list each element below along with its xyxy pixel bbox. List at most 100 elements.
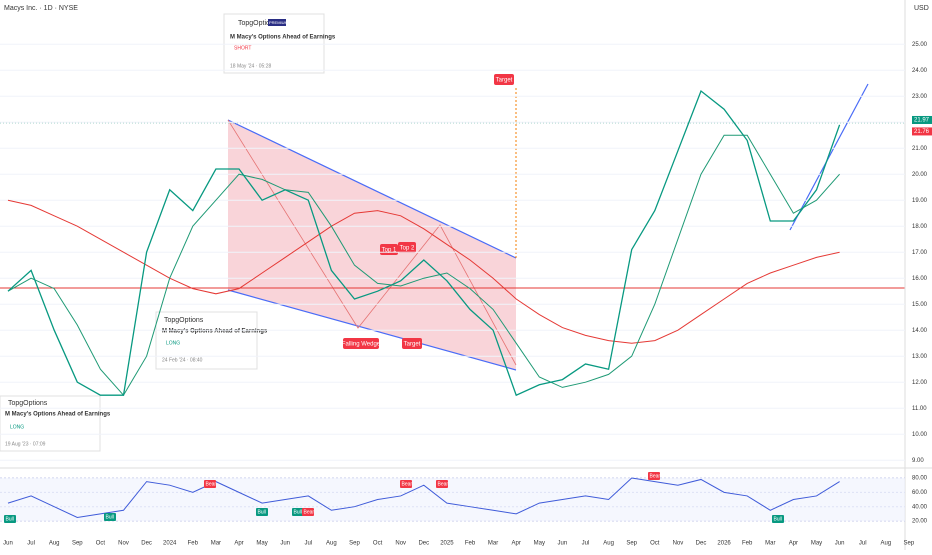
rsi-tag: [400, 480, 412, 488]
idea-card[interactable]: TopgOptions M Macy's Options Ahead of Ea…: [155, 311, 268, 370]
target-text: Target: [496, 78, 513, 84]
y-tick-label: 15.00: [912, 302, 928, 308]
rsi-tag: [104, 513, 116, 521]
target-tag: [494, 74, 514, 85]
card-direction: LONG: [10, 424, 24, 430]
rsi-tag: [436, 480, 448, 488]
rsi-tag-text: Bull: [294, 509, 302, 515]
y-tick-label: 16.00: [912, 276, 928, 282]
card-author: TopgOptions: [8, 400, 48, 407]
y-tick-label: 18.00: [912, 224, 928, 230]
card-title: M Macy's Options Ahead of Earnings: [230, 35, 336, 41]
y-tick-label: 9.00: [912, 458, 924, 464]
x-tick-label: Dec: [418, 541, 429, 547]
x-tick-label: Jun: [835, 541, 845, 547]
x-tick-label: Jun: [558, 541, 568, 547]
rsi-tag-text: Bull: [774, 516, 782, 522]
x-tick-label: Dec: [696, 541, 707, 547]
wedge-top: [227, 119, 517, 259]
y-tick-label: 24.00: [912, 68, 928, 74]
idea-card[interactable]: TopgOptions PREMIUM M Macy's Options Ahe…: [223, 13, 336, 74]
target-text: Target: [404, 342, 421, 348]
y-tick-label: 40.00: [912, 504, 928, 510]
rsi-tag: [4, 515, 16, 523]
rsi-tag: [772, 515, 784, 523]
series-line: [7, 199, 840, 344]
x-tick-label: Jul: [27, 541, 35, 547]
y-tick-label: 17.00: [912, 250, 928, 256]
rsi-tag: [302, 508, 314, 516]
y-tick-label: 21.00: [912, 146, 928, 152]
rsi-tag: [204, 480, 216, 488]
idea-card[interactable]: TopgOptions M Macy's Options Ahead of Ea…: [0, 395, 111, 452]
x-tick-label: Nov: [395, 541, 406, 547]
rsi-tag-text: Bear: [650, 473, 661, 479]
rsi-band: [0, 478, 905, 522]
x-tick-label: Aug: [603, 541, 614, 547]
y-tick-label: 10.00: [912, 432, 928, 438]
rsi-tag: [292, 508, 304, 516]
price-label: 21.76: [914, 129, 930, 135]
x-tick-label: Jul: [304, 541, 312, 547]
card-author: TopgOptions: [238, 20, 278, 27]
x-tick-label: Mar: [488, 541, 498, 547]
price-tag: [912, 127, 932, 136]
target-tag: [402, 338, 422, 349]
card-box: [0, 395, 101, 452]
y-tick-label: 23.00: [912, 94, 928, 100]
card-date: 18 May '24 · 05:28: [230, 63, 271, 69]
x-tick-label: Sep: [349, 541, 360, 547]
rsi-tag-text: Bull: [106, 514, 114, 520]
card-direction: SHORT: [234, 45, 251, 51]
card-title: M Macy's Options Ahead of Earnings: [162, 329, 268, 335]
card-date: 24 Feb '24 · 08:40: [162, 357, 203, 363]
card-author: TopgOptions: [164, 317, 204, 324]
x-tick-label: Oct: [96, 541, 106, 547]
series-line: [7, 477, 840, 518]
card-title: M Macy's Options Ahead of Earnings: [5, 412, 111, 418]
x-tick-label: Jun: [3, 541, 13, 547]
x-tick-label: 2025: [440, 541, 454, 547]
x-tick-label: Jul: [859, 541, 867, 547]
x-tick-label: Aug: [326, 541, 337, 547]
rsi-tag-text: Bear: [438, 481, 449, 487]
symbol: Macys Inc. · 1D · NYSE: [4, 5, 78, 12]
rsi-tag-text: Bull: [258, 509, 266, 515]
y-tick-label: 60.00: [912, 490, 928, 496]
x-tick-label: Mar: [211, 541, 221, 547]
x-tick-label: Sep: [72, 541, 83, 547]
x-tick-label: Sep: [904, 541, 915, 547]
top-tag: [398, 242, 416, 253]
series-line: [7, 89, 841, 397]
card-direction: LONG: [166, 340, 180, 346]
x-tick-label: Oct: [373, 541, 383, 547]
x-tick-label: Apr: [789, 541, 798, 547]
top-text: Top 1: [382, 248, 397, 254]
x-tick-label: Jul: [582, 541, 590, 547]
y-tick-label: 12.00: [912, 380, 928, 386]
x-tick-label: Mar: [765, 541, 775, 547]
x-tick-label: 2024: [163, 541, 177, 547]
projection-arrow: [789, 83, 869, 231]
x-tick-label: Aug: [880, 541, 891, 547]
price-label: 21.97: [914, 118, 930, 124]
wedge-path: [227, 119, 517, 366]
x-tick-label: 2026: [717, 541, 731, 547]
series-line: [7, 134, 840, 397]
y-tick-label: 11.00: [912, 406, 927, 412]
y-tick-label: 14.00: [912, 328, 928, 334]
rsi-tag-text: Bear: [304, 509, 315, 515]
x-tick-label: Nov: [118, 541, 129, 547]
x-tick-label: Nov: [673, 541, 684, 547]
rsi-tag: [256, 508, 268, 516]
wedge-fill: [228, 120, 516, 370]
x-tick-label: Apr: [234, 541, 243, 547]
x-tick-label: May: [811, 541, 822, 547]
y-tick-label: 19.00: [912, 198, 928, 204]
top-text: Top 2: [400, 246, 415, 252]
rsi-tag: [648, 472, 660, 480]
rsi-tag-text: Bull: [6, 516, 14, 522]
x-tick-label: Feb: [465, 541, 476, 547]
rsi-tag-text: Bear: [402, 481, 413, 487]
